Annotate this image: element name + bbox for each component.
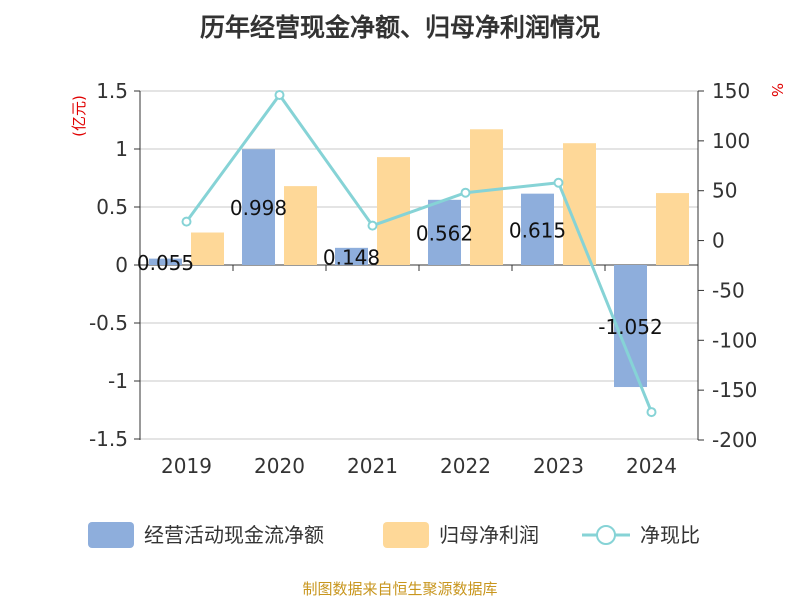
left-tick-label: 0 bbox=[115, 253, 128, 277]
left-tick-label: -0.5 bbox=[89, 311, 128, 335]
right-tick-label: -50 bbox=[712, 278, 745, 302]
line-point bbox=[646, 407, 657, 418]
line-point bbox=[367, 220, 378, 231]
bar-net-profit bbox=[191, 232, 224, 265]
bar-operating-cash-flow bbox=[149, 258, 182, 265]
line-point bbox=[460, 187, 471, 198]
bar-operating-cash-flow bbox=[242, 149, 275, 265]
left-axis-unit: (亿元) bbox=[70, 95, 88, 137]
data-labels: 0.055 0.998 0.148 0.562 0.615 -1.052 bbox=[137, 196, 663, 339]
bar-value-label: -1.052 bbox=[598, 315, 662, 339]
axes: 1.5 1 0.5 0 -0.5 -1 -1.5 150 100 50 0 -50 -100 -150 -2… bbox=[89, 79, 757, 478]
footer-source: 制图数据来自恒生聚源数据库 bbox=[302, 580, 498, 598]
legend-label-operating-cash-flow: 经营活动现金流净额 bbox=[144, 523, 324, 547]
x-tick-label: 2024 bbox=[626, 454, 677, 478]
bars bbox=[149, 129, 689, 388]
legend-swatch-net-profit bbox=[383, 522, 429, 548]
bar-net-profit bbox=[284, 186, 317, 265]
left-tick-label: -1.5 bbox=[89, 427, 128, 451]
x-tick-label: 2019 bbox=[161, 454, 212, 478]
right-tick-label: 50 bbox=[712, 179, 737, 203]
right-tick-label: 100 bbox=[712, 129, 750, 153]
left-tick-label: -1 bbox=[108, 369, 128, 393]
bar-operating-cash-flow bbox=[335, 247, 368, 265]
bar-operating-cash-flow bbox=[428, 199, 461, 265]
right-tick-label: -200 bbox=[712, 428, 757, 452]
bar-net-profit bbox=[377, 157, 410, 265]
right-tick-label: -150 bbox=[712, 378, 757, 402]
line-point bbox=[553, 177, 564, 188]
line-ratio bbox=[185, 92, 653, 413]
line-point bbox=[181, 216, 192, 227]
line-series bbox=[181, 89, 657, 418]
left-tick-label: 1 bbox=[115, 137, 128, 161]
line-point bbox=[274, 89, 285, 100]
right-tick-label: -100 bbox=[712, 328, 757, 352]
right-tick-label: 150 bbox=[712, 79, 750, 103]
legend-label-net-profit: 归母净利润 bbox=[439, 523, 539, 547]
left-tick-label: 0.5 bbox=[96, 195, 128, 219]
legend-swatch-operating-cash-flow bbox=[88, 522, 134, 548]
bar-value-label: 0.055 bbox=[137, 251, 194, 275]
bar-value-label: 0.148 bbox=[323, 245, 380, 269]
bar-net-profit bbox=[470, 129, 503, 265]
right-axis-unit: % bbox=[768, 83, 786, 97]
bar-value-label: 0.562 bbox=[416, 221, 473, 245]
chart-title: 历年经营现金净额、归母净利润情况 bbox=[199, 13, 600, 42]
left-tick-label: 1.5 bbox=[96, 79, 128, 103]
x-tick-label: 2020 bbox=[254, 454, 305, 478]
x-tick-label: 2023 bbox=[533, 454, 584, 478]
legend-label-ratio: 净现比 bbox=[640, 523, 700, 547]
bar-operating-cash-flow bbox=[521, 193, 554, 265]
x-tick-label: 2021 bbox=[347, 454, 398, 478]
legend: 经营活动现金流净额 归母净利润 净现比 bbox=[88, 522, 700, 548]
bar-net-profit bbox=[656, 193, 689, 265]
x-tick-label: 2022 bbox=[440, 454, 491, 478]
bar-value-label: 0.998 bbox=[230, 196, 287, 220]
right-tick-label: 0 bbox=[712, 229, 725, 253]
bar-value-label: 0.615 bbox=[509, 218, 566, 242]
bar-operating-cash-flow bbox=[614, 265, 647, 388]
legend-swatch-ratio-marker bbox=[596, 525, 616, 545]
